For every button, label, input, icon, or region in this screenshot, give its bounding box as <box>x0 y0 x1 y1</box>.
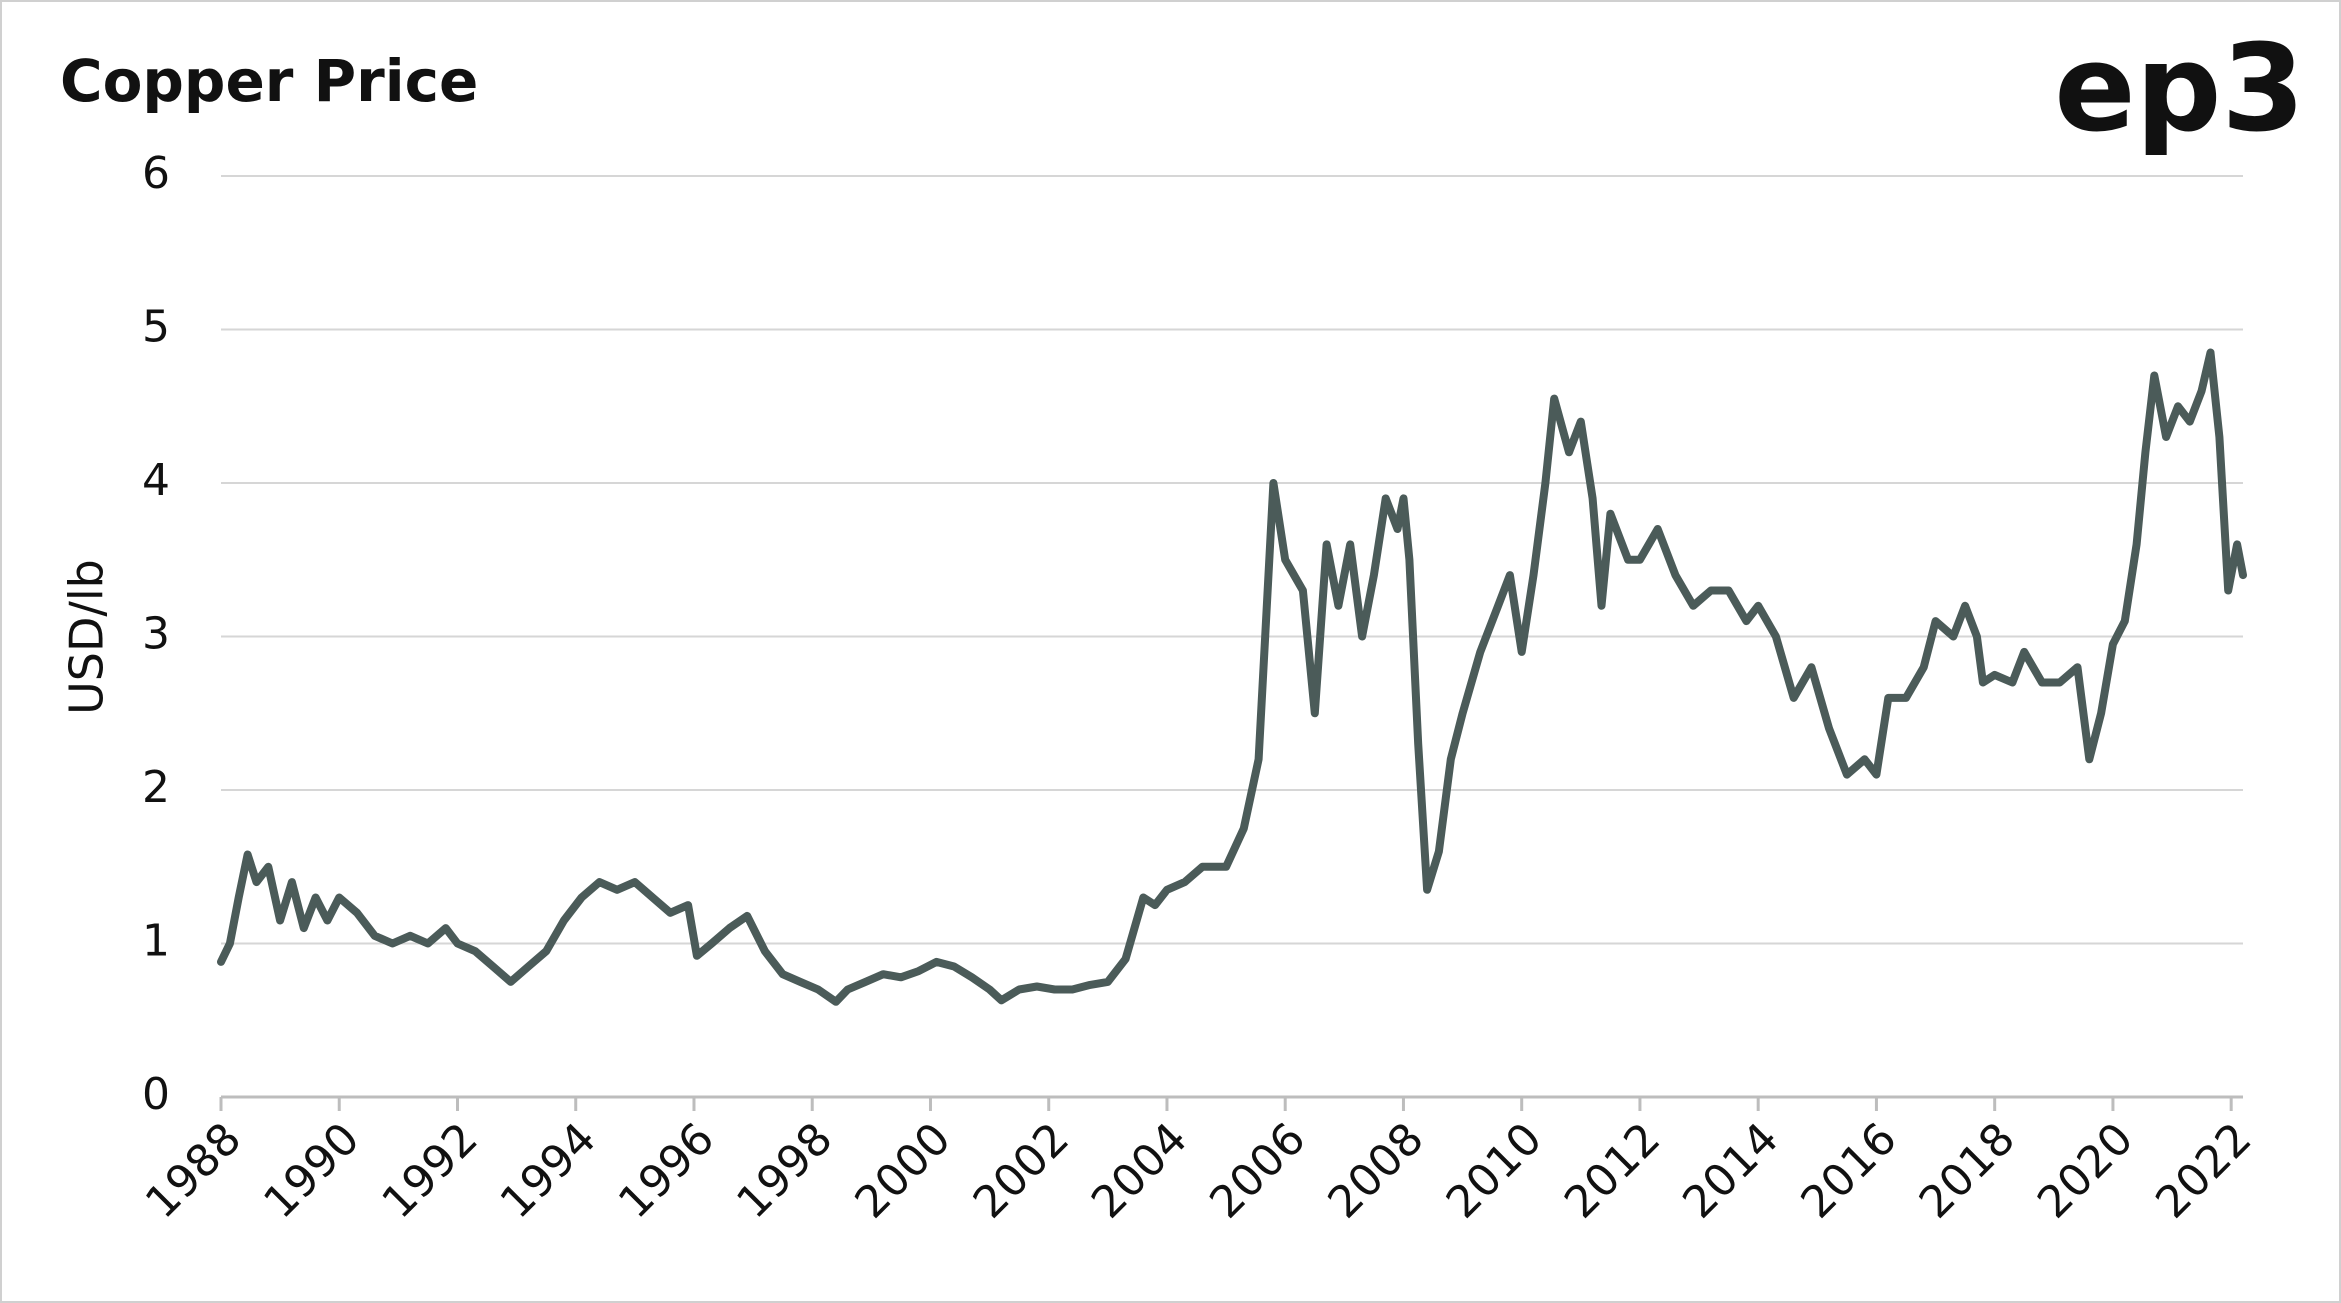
y-tick-label: 3 <box>142 609 170 660</box>
y-tick-label: 4 <box>142 455 170 506</box>
price-line <box>217 348 2247 1006</box>
y-tick-label: 1 <box>142 916 170 967</box>
y-tick-label: 6 <box>142 148 170 199</box>
y-tick-label: 5 <box>142 302 170 353</box>
chart-title: Copper Price <box>60 47 478 115</box>
y-tick-label: 2 <box>142 762 170 813</box>
y-tick-label: 0 <box>142 1069 170 1120</box>
y-axis-label: USD/lb <box>60 559 114 715</box>
logo: ep3 <box>2054 20 2305 159</box>
